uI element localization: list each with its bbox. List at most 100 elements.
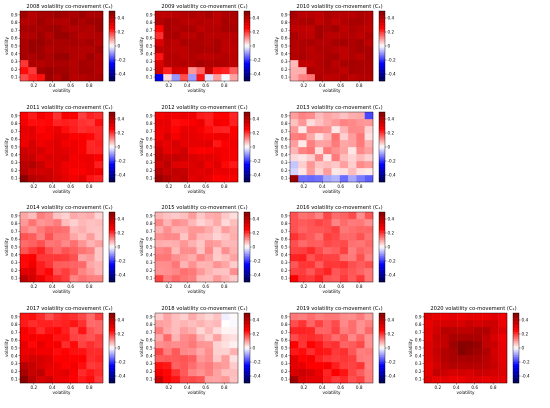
heatmap-cell: [163, 39, 172, 47]
heatmap-cell: [339, 275, 349, 283]
heatmap-cell: [457, 362, 466, 370]
heatmap-cell: [171, 74, 181, 82]
x-tick-label: 0.6: [337, 83, 344, 88]
heatmap-cell: [53, 18, 62, 26]
heatmap-cell: [155, 327, 164, 335]
colorbar-segment: [109, 120, 115, 123]
heatmap-cell: [306, 161, 316, 169]
heatmap-cell: [179, 212, 189, 220]
heatmap-cell: [290, 25, 299, 33]
heatmap-cell: [314, 18, 324, 26]
heatmap-cell: [36, 154, 46, 162]
colorbar-segment: [109, 61, 115, 64]
heatmap-cell: [78, 147, 87, 155]
colorbar-segment: [109, 316, 115, 319]
heatmap-cell: [171, 39, 181, 47]
heatmap-cell: [78, 32, 87, 40]
heatmap-cell: [306, 25, 316, 33]
heatmap-cell: [306, 11, 316, 19]
colorbar-segment: [379, 33, 385, 36]
heatmap-cell: [69, 119, 79, 127]
colorbar-segment: [109, 47, 115, 50]
heatmap-cell: [78, 119, 87, 127]
heatmap-cell: [356, 226, 365, 234]
heatmap-cell: [36, 39, 46, 47]
heatmap-cell: [179, 369, 189, 377]
colorbar-segment: [513, 328, 519, 331]
colorbar-segment: [244, 143, 250, 146]
heatmap-cell: [213, 327, 222, 335]
heatmap-cell: [163, 348, 172, 356]
heatmap-cell: [490, 320, 499, 328]
y-tick-label: 0.1: [146, 75, 153, 80]
heatmap-cell: [221, 74, 230, 82]
colorbar: 0.40.20-0.2-0.4: [243, 312, 261, 384]
heatmap-cell: [348, 268, 357, 276]
heatmap-cell: [356, 376, 365, 384]
heatmap-cell: [179, 341, 189, 349]
heatmap-cell: [179, 67, 189, 75]
colorbar-segment: [244, 42, 250, 45]
heatmap-cell: [298, 46, 307, 54]
heatmap-cell: [298, 175, 307, 183]
colorbar-segment: [109, 360, 115, 363]
colorbar-segment: [244, 269, 250, 272]
colorbar-segment: [379, 12, 385, 15]
heatmap-cell: [53, 147, 62, 155]
heatmap-cell: [94, 348, 104, 356]
heatmap-cell: [339, 18, 349, 26]
heatmap-cell: [86, 147, 95, 155]
heatmap-cell: [28, 376, 37, 384]
heatmap-cell: [94, 320, 104, 328]
heatmap-cell: [69, 226, 79, 234]
colorbar-segment: [513, 381, 519, 384]
heatmap-cell: [44, 53, 54, 61]
heatmap-cell: [171, 126, 181, 134]
heatmap-cell: [188, 341, 197, 349]
heatmap-cell: [440, 362, 450, 370]
heatmap-cell: [290, 133, 299, 141]
heatmap-cell: [356, 112, 365, 120]
heatmap-cell: [498, 362, 508, 370]
heatmap-cell: [86, 25, 95, 33]
y-tick-label: 0.3: [415, 361, 422, 366]
y-tick-label: 0.7: [281, 129, 288, 134]
colorbar-tick-label: 0.4: [388, 217, 395, 222]
heatmap-cell: [290, 60, 299, 68]
heatmap-cell: [155, 268, 164, 276]
colorbar-segment: [379, 72, 385, 75]
heatmap-cell: [20, 39, 29, 47]
x-tick-label: 0.8: [86, 184, 93, 189]
colorbar-segment: [109, 254, 115, 256]
heatmap-cell: [213, 39, 222, 47]
colorbar-segment: [109, 30, 115, 33]
heatmap-cell: [20, 233, 29, 241]
colorbar-segment: [244, 25, 250, 27]
y-tick-label: 0.9: [281, 314, 288, 319]
heatmap-cell: [61, 219, 70, 227]
colorbar-segment: [109, 278, 115, 281]
heatmap-cell: [61, 362, 70, 370]
heatmap-cell: [314, 126, 324, 134]
colorbar-segment: [244, 129, 250, 132]
heatmap-cell: [86, 67, 95, 75]
colorbar-tick-label: 0.2: [118, 30, 125, 35]
colorbar-segment: [244, 342, 250, 345]
heatmap-cell: [53, 60, 62, 68]
heatmap-cell: [314, 168, 324, 176]
y-tick-label: 0.8: [281, 322, 288, 327]
y-tick-label: 0.7: [146, 229, 153, 234]
heatmap-cell: [323, 233, 332, 241]
heatmap-cell: [298, 348, 307, 356]
heatmap-cell: [314, 275, 324, 283]
colorbar-segment: [109, 23, 115, 26]
heatmap-cell: [473, 327, 483, 335]
y-tick-label: 0.9: [146, 213, 153, 218]
heatmap-cell: [36, 275, 46, 283]
heatmap-cell: [86, 140, 95, 148]
heatmap-cell: [457, 327, 466, 335]
heatmap-cell: [53, 46, 62, 54]
heatmap-cell: [339, 67, 349, 75]
heatmap-cell: [171, 261, 181, 269]
heatmap-cell: [331, 219, 340, 227]
